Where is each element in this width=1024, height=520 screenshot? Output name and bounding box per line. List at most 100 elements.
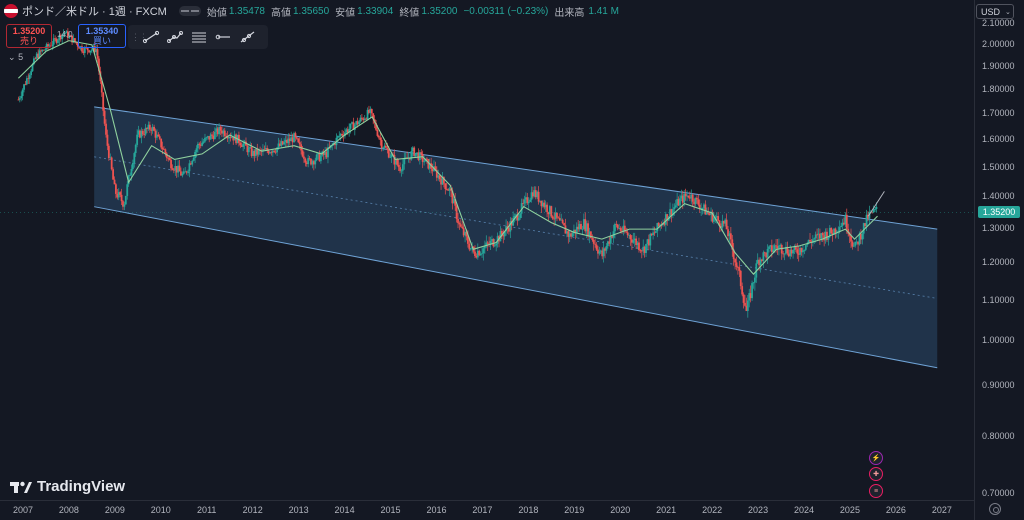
settings-gear-icon[interactable] xyxy=(989,503,1001,515)
lightning-icon[interactable]: ⚡ xyxy=(869,451,883,465)
buy-button[interactable]: 1.35340 買い xyxy=(78,24,126,48)
candle-body xyxy=(441,177,444,185)
currency-selector[interactable]: USD ⌄ xyxy=(976,4,1014,19)
candle-body xyxy=(650,233,653,236)
fib-lines-icon[interactable] xyxy=(187,27,211,47)
time-tick-label: 2014 xyxy=(334,505,355,515)
candle-body xyxy=(845,214,848,229)
sell-price: 1.35200 xyxy=(12,26,46,36)
candle-body xyxy=(690,194,693,199)
candle-body xyxy=(284,139,287,143)
trend-line-icon[interactable] xyxy=(139,27,163,47)
chart-header: ポンド／米ドル · 1週 · FXCM 始値 1.35478 高値 1.3565… xyxy=(0,0,960,22)
candle-body xyxy=(543,202,546,208)
candle-body xyxy=(779,244,782,246)
candle-body xyxy=(814,234,817,239)
candle-body xyxy=(848,233,851,236)
candle-body xyxy=(444,183,447,190)
price-tick-label: 2.10000 xyxy=(982,18,1015,29)
candle-body xyxy=(516,214,519,221)
candle-body xyxy=(338,135,341,137)
candle-body xyxy=(768,246,770,249)
candle-body xyxy=(592,239,595,244)
candle-body xyxy=(551,216,554,219)
candle-body xyxy=(830,227,833,234)
candle-body xyxy=(452,199,455,204)
candle-body xyxy=(558,218,561,221)
candle-body xyxy=(96,49,99,59)
ray-icon[interactable] xyxy=(235,27,259,47)
candle-body xyxy=(368,109,370,113)
candle-body xyxy=(401,164,404,171)
candle-body xyxy=(556,212,558,218)
indicator-legend[interactable]: ⌄ 5 xyxy=(8,52,23,63)
volume-value: 1.41 M xyxy=(588,5,619,17)
candle-body xyxy=(431,168,434,172)
candle-body xyxy=(263,149,266,150)
candle-body xyxy=(47,44,49,47)
candle-body xyxy=(598,251,601,254)
candle-body xyxy=(212,135,215,140)
candle-body xyxy=(581,228,584,230)
candle-body xyxy=(59,35,62,40)
candle-body xyxy=(783,253,786,255)
us-flag-event-icon[interactable]: ≡ xyxy=(869,484,883,498)
low-value: 1.33904 xyxy=(357,5,394,17)
candle-body xyxy=(35,53,38,59)
candle-body xyxy=(626,232,629,236)
candle-body xyxy=(680,195,683,199)
candle-body xyxy=(359,117,362,122)
candle-body xyxy=(797,253,800,255)
candle-body xyxy=(704,204,707,215)
candle-body xyxy=(578,224,581,230)
candle-body xyxy=(827,236,830,240)
candle-body xyxy=(185,171,188,173)
tradingview-logo[interactable]: TradingView xyxy=(10,478,125,495)
candle-body xyxy=(315,154,318,161)
candle-body xyxy=(790,249,793,254)
candle-body xyxy=(76,43,79,47)
candle-body xyxy=(242,143,245,147)
candle-body xyxy=(489,240,492,245)
candle-body xyxy=(57,40,59,43)
candle-body xyxy=(646,239,649,245)
candle-body xyxy=(703,204,705,209)
candle-body xyxy=(202,141,205,143)
candle-body xyxy=(844,214,847,225)
candle-body xyxy=(746,300,749,312)
candle-body xyxy=(206,136,209,138)
candle-body xyxy=(151,126,154,131)
sell-label: 売り xyxy=(19,36,38,46)
drag-handle-icon[interactable]: ⋮⋮ xyxy=(131,31,148,42)
candle-body xyxy=(435,169,438,178)
candle-body xyxy=(720,225,722,228)
candle-body xyxy=(533,190,536,197)
multi-point-icon[interactable] xyxy=(163,27,187,47)
candle-body xyxy=(257,149,260,155)
candle-body xyxy=(83,47,86,53)
indicator-value: 5 xyxy=(18,52,24,62)
symbol-title[interactable]: ポンド／米ドル · 1週 · FXCM xyxy=(22,6,167,18)
candle-body xyxy=(262,149,264,152)
horizontal-ray-icon[interactable] xyxy=(211,27,235,47)
candle-body xyxy=(130,169,133,176)
uk-flag-event-icon[interactable]: ✚ xyxy=(869,467,883,481)
candle-body xyxy=(252,150,254,156)
last-price-tag: 1.35200 xyxy=(978,206,1020,219)
candle-body xyxy=(327,147,329,158)
visibility-toggle-icon[interactable] xyxy=(178,6,201,16)
candle-body xyxy=(621,230,623,232)
candle-body xyxy=(37,53,40,58)
candle-body xyxy=(536,191,539,198)
chevron-down-icon[interactable]: ⌄ xyxy=(8,52,16,62)
candle-body xyxy=(105,123,107,135)
candle-body xyxy=(500,230,503,235)
sell-button[interactable]: 1.35200 売り xyxy=(6,24,52,48)
candle-body xyxy=(349,123,352,129)
candle-body xyxy=(780,244,783,254)
candle-body xyxy=(168,158,171,160)
candle-body xyxy=(656,222,659,232)
candle-body xyxy=(734,259,736,263)
candle-body xyxy=(588,231,591,237)
